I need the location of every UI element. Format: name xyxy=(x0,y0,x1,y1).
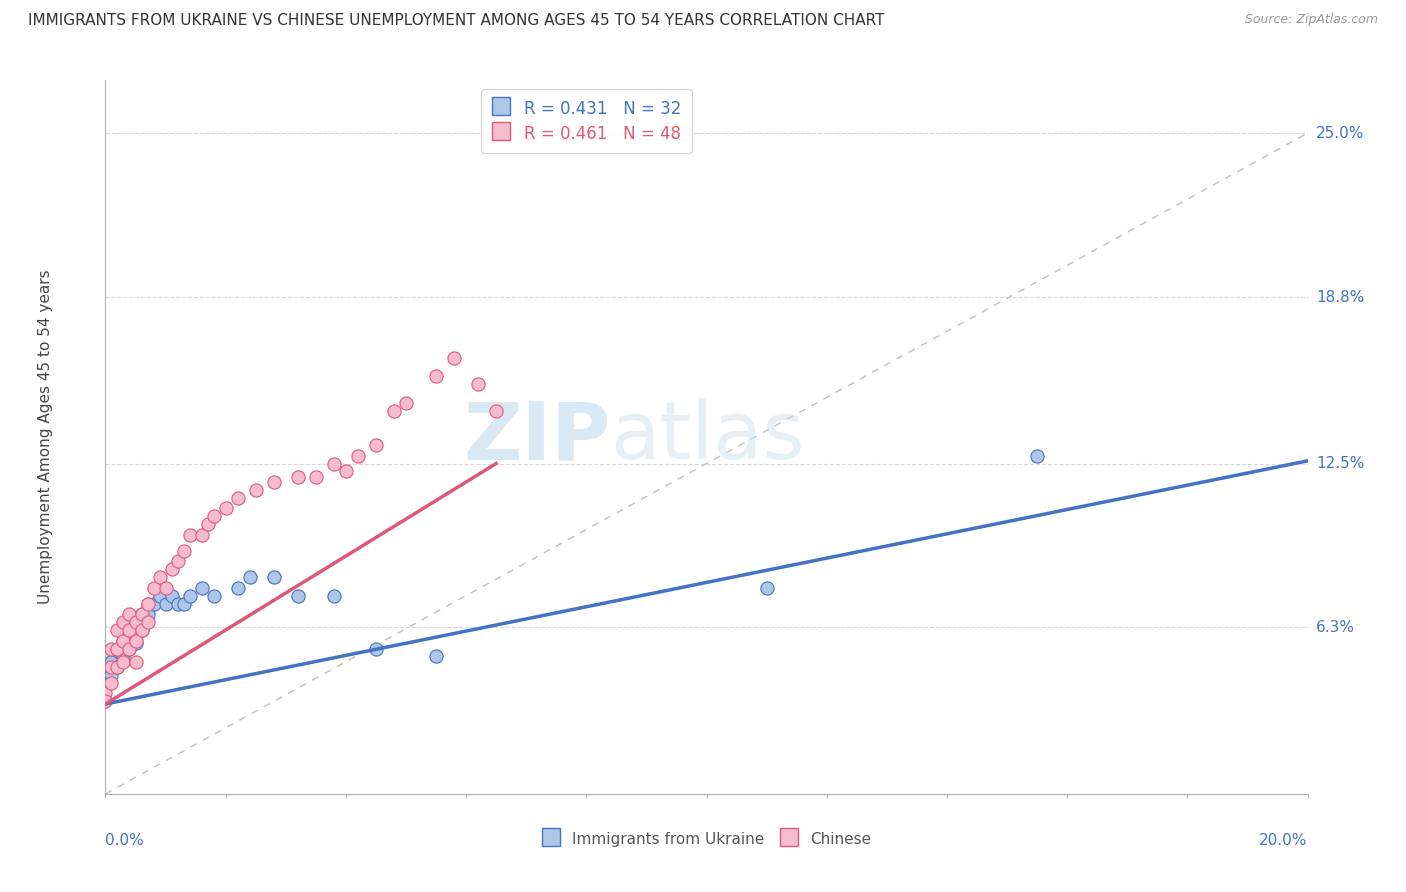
Point xyxy=(179,528,201,542)
Text: 18.8%: 18.8% xyxy=(1316,290,1364,304)
Point xyxy=(322,457,344,471)
Point xyxy=(485,403,508,417)
Point xyxy=(173,597,195,611)
Text: 25.0%: 25.0% xyxy=(1316,126,1364,141)
Point xyxy=(118,623,141,637)
Point xyxy=(160,589,183,603)
Point xyxy=(107,641,129,656)
Point xyxy=(226,491,249,505)
Point xyxy=(100,676,122,690)
Text: Source: ZipAtlas.com: Source: ZipAtlas.com xyxy=(1244,13,1378,27)
Point xyxy=(263,570,285,584)
Point xyxy=(305,469,328,483)
Point xyxy=(245,483,267,497)
Point xyxy=(124,615,146,629)
Text: 12.5%: 12.5% xyxy=(1316,456,1364,471)
Point xyxy=(136,615,159,629)
Point xyxy=(287,589,309,603)
Point xyxy=(124,655,146,669)
Point xyxy=(131,623,153,637)
Point xyxy=(107,641,129,656)
Point xyxy=(1026,449,1049,463)
Text: 0.0%: 0.0% xyxy=(105,833,145,848)
Point xyxy=(100,660,122,674)
Point xyxy=(160,562,183,576)
Point xyxy=(118,641,141,656)
Point xyxy=(166,554,188,568)
Point xyxy=(148,589,170,603)
Point xyxy=(364,641,387,656)
Text: IMMIGRANTS FROM UKRAINE VS CHINESE UNEMPLOYMENT AMONG AGES 45 TO 54 YEARS CORREL: IMMIGRANTS FROM UKRAINE VS CHINESE UNEMP… xyxy=(28,13,884,29)
Point xyxy=(263,475,285,489)
Point xyxy=(142,597,165,611)
Point xyxy=(118,607,141,622)
Point xyxy=(395,395,418,409)
Point xyxy=(112,633,135,648)
Point xyxy=(124,633,146,648)
Point xyxy=(190,528,212,542)
Point xyxy=(155,581,177,595)
Point xyxy=(131,623,153,637)
Point xyxy=(322,589,344,603)
Legend: Immigrants from Ukraine, Chinese: Immigrants from Ukraine, Chinese xyxy=(536,824,877,854)
Point xyxy=(179,589,201,603)
Point xyxy=(131,607,153,622)
Point xyxy=(124,623,146,637)
Point xyxy=(124,636,146,650)
Point xyxy=(202,509,225,524)
Text: 20.0%: 20.0% xyxy=(1260,833,1308,848)
Point xyxy=(142,581,165,595)
Point xyxy=(467,377,489,392)
Point xyxy=(100,668,122,682)
Point xyxy=(94,681,117,695)
Point xyxy=(100,641,122,656)
Point xyxy=(190,581,212,595)
Point xyxy=(335,465,357,479)
Text: Unemployment Among Ages 45 to 54 years: Unemployment Among Ages 45 to 54 years xyxy=(38,269,53,605)
Point xyxy=(136,597,159,611)
Point xyxy=(118,628,141,642)
Point xyxy=(107,660,129,674)
Point xyxy=(197,517,219,532)
Point xyxy=(112,615,135,629)
Point xyxy=(94,686,117,700)
Point xyxy=(148,570,170,584)
Point xyxy=(364,438,387,452)
Point xyxy=(755,581,778,595)
Point xyxy=(226,581,249,595)
Point xyxy=(112,649,135,664)
Point xyxy=(107,660,129,674)
Point xyxy=(100,655,122,669)
Point xyxy=(136,607,159,622)
Point xyxy=(112,655,135,669)
Point xyxy=(118,641,141,656)
Point xyxy=(287,469,309,483)
Point xyxy=(166,597,188,611)
Point xyxy=(425,649,447,664)
Point xyxy=(239,570,262,584)
Point xyxy=(214,501,236,516)
Point xyxy=(347,449,370,463)
Point xyxy=(155,597,177,611)
Point xyxy=(425,369,447,384)
Point xyxy=(202,589,225,603)
Point xyxy=(382,403,405,417)
Text: ZIP: ZIP xyxy=(463,398,610,476)
Point xyxy=(136,597,159,611)
Point xyxy=(173,543,195,558)
Point xyxy=(94,694,117,708)
Text: atlas: atlas xyxy=(610,398,804,476)
Point xyxy=(107,623,129,637)
Point xyxy=(131,607,153,622)
Point xyxy=(112,633,135,648)
Point xyxy=(443,351,465,365)
Text: 6.3%: 6.3% xyxy=(1316,620,1355,635)
